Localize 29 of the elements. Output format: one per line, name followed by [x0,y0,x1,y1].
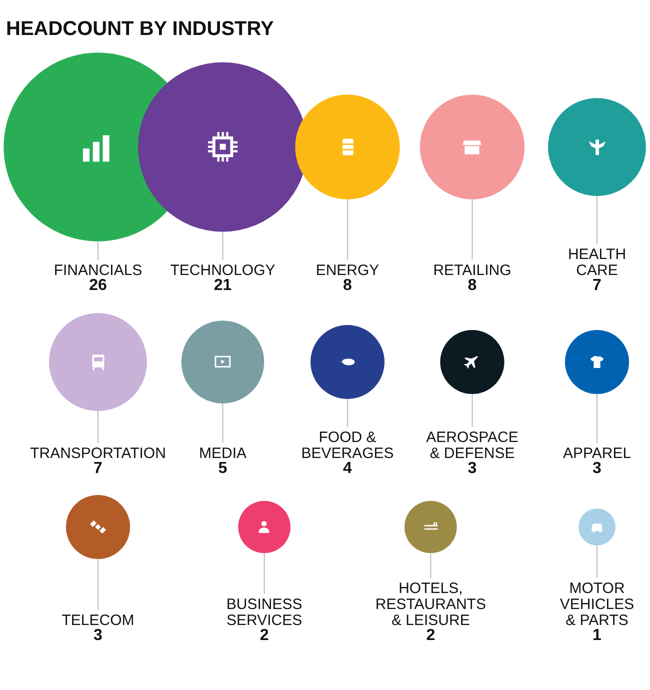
category-label: FINANCIALS [54,262,142,279]
category-label: MOTOR VEHICLES & PARTS [560,580,634,629]
data-label: 5 [218,460,228,477]
category-label: BUSINESS SERVICES [226,596,302,629]
data-label: 2 [260,627,269,644]
category-label: HEALTH CARE [568,246,626,279]
data-label: 3 [94,627,103,644]
category-label: MEDIA [198,445,247,462]
category-label: TECHNOLOGY [170,262,276,279]
category-label: APPAREL [562,445,632,462]
category-label: ENERGY [316,262,380,279]
category-label: RETAILING [433,262,512,279]
category-label: TRANSPORTATION [30,445,166,462]
data-label: 8 [468,277,477,294]
category-label: HOTELS, RESTAURANTS & LEISURE [375,580,486,629]
category-label: AEROSPACE & DEFENSE [426,429,518,462]
data-label: 3 [468,460,477,477]
data-label: 1 [592,627,602,644]
data-label: 26 [89,277,107,294]
data-label: 3 [592,460,602,477]
data-label: 7 [592,277,602,294]
data-label: 21 [214,277,232,294]
data-label: 2 [426,627,436,644]
data-label: 4 [343,460,352,477]
data-label: 7 [94,460,103,477]
category-label: TELECOM [62,612,134,629]
category-label: FOOD & BEVERAGES [301,429,394,462]
data-label: 8 [343,277,352,294]
text: HEADCOUNT BY INDUSTRY [6,18,274,41]
